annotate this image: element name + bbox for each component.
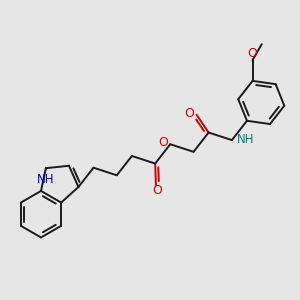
Text: NH: NH (237, 133, 254, 146)
Text: O: O (185, 107, 195, 120)
Text: NH: NH (37, 173, 54, 186)
Text: O: O (247, 47, 257, 60)
Text: O: O (159, 136, 169, 149)
Text: O: O (152, 184, 162, 197)
